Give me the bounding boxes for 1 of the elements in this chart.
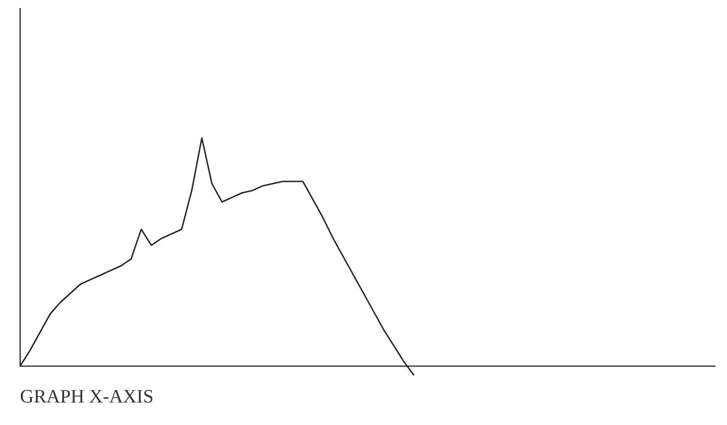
x-axis-title: GRAPH X-AXIS bbox=[20, 386, 154, 408]
